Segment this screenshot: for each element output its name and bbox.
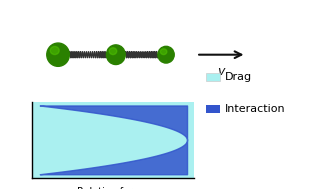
Ellipse shape bbox=[50, 46, 59, 55]
Text: v: v bbox=[218, 65, 225, 78]
Text: Phase: Phase bbox=[54, 114, 64, 144]
X-axis label: Relative forces: Relative forces bbox=[77, 187, 149, 189]
Ellipse shape bbox=[106, 45, 125, 64]
Ellipse shape bbox=[160, 49, 167, 55]
Text: Interaction: Interaction bbox=[225, 104, 286, 114]
FancyBboxPatch shape bbox=[206, 105, 220, 113]
Text: Drag: Drag bbox=[225, 72, 252, 82]
Ellipse shape bbox=[158, 46, 174, 63]
Ellipse shape bbox=[47, 43, 69, 66]
Ellipse shape bbox=[109, 48, 117, 55]
FancyBboxPatch shape bbox=[206, 73, 220, 81]
